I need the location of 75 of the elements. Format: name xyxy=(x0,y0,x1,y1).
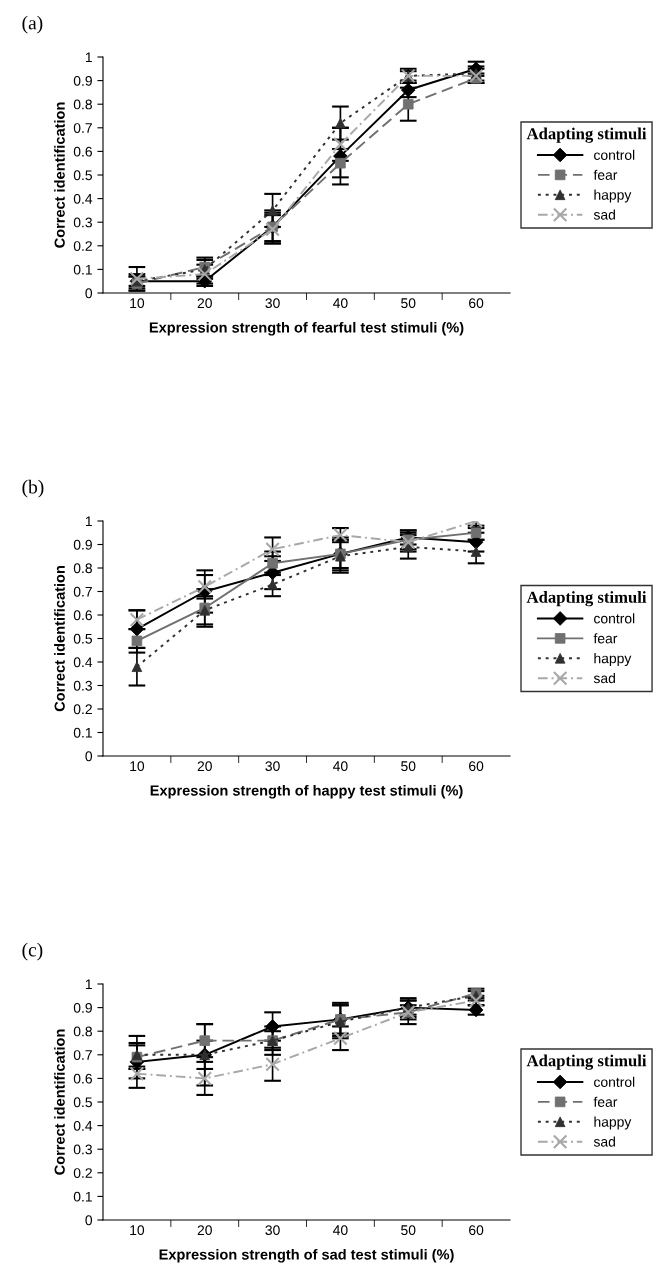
x-tick-label: 20 xyxy=(197,761,212,772)
y-tick-label: 0.8 xyxy=(73,99,92,110)
legend-label: control xyxy=(594,1076,635,1087)
legend-label: fear xyxy=(593,1096,618,1107)
y-axis-title: Correct identification xyxy=(54,566,65,712)
chart-title: (b) xyxy=(22,479,44,498)
y-tick-label: 1 xyxy=(85,979,92,990)
legend-title: Adapting stimuli xyxy=(526,1054,647,1070)
legend-label: happy xyxy=(594,189,632,203)
y-tick-label: 0.6 xyxy=(73,1073,92,1084)
y-tick-label: 0.9 xyxy=(73,539,92,550)
legend-title: Adapting stimuli xyxy=(526,127,647,143)
legend-label: fear xyxy=(593,633,618,644)
x-tick-label: 20 xyxy=(197,1225,212,1236)
y-tick-label: 0.5 xyxy=(73,1097,92,1108)
y-tick-label: 0.1 xyxy=(73,1191,92,1202)
x-tick-label: 30 xyxy=(265,298,280,309)
y-tick-label: 0.7 xyxy=(73,1050,92,1060)
x-tick-label: 60 xyxy=(469,1225,484,1236)
x-tick-label: 20 xyxy=(197,298,212,309)
legend-label: sad xyxy=(593,209,615,220)
legend-label: happy xyxy=(594,653,632,667)
x-tick-label: 50 xyxy=(401,1225,416,1236)
chart-title: (a) xyxy=(22,15,43,34)
x-tick-label: 10 xyxy=(130,1225,145,1236)
y-tick-label: 0.7 xyxy=(73,123,92,133)
y-tick-label: 0 xyxy=(85,1215,93,1226)
x-tick-label: 60 xyxy=(469,761,484,772)
y-tick-label: 0.2 xyxy=(73,704,92,715)
x-tick-label: 50 xyxy=(401,761,416,772)
y-tick-label: 0.4 xyxy=(73,193,93,204)
y-tick-label: 0.9 xyxy=(73,75,92,86)
y-tick-label: 0.8 xyxy=(73,563,92,574)
x-tick-label: 50 xyxy=(401,298,416,309)
legend-label: fear xyxy=(593,169,618,180)
y-tick-label: 0.2 xyxy=(73,1168,92,1178)
y-tick-label: 0.3 xyxy=(73,1144,92,1155)
x-axis-title: Expression strength of happy test stimuli (%) xyxy=(150,784,463,799)
y-tick-label: 0.3 xyxy=(73,217,92,228)
x-tick-label: 10 xyxy=(130,298,145,309)
y-tick-label: 0 xyxy=(85,751,93,762)
y-tick-label: 1 xyxy=(85,516,92,527)
legend-label: sad xyxy=(593,1136,615,1147)
legend-title: Adapting stimuli xyxy=(526,591,647,607)
y-tick-label: 0.5 xyxy=(73,170,92,181)
x-tick-label: 10 xyxy=(130,761,145,772)
x-axis-title: Expression strength of sad test stimuli (%) xyxy=(159,1248,454,1263)
y-tick-label: 0 xyxy=(85,288,93,299)
y-tick-label: 0.4 xyxy=(73,1120,93,1131)
y-tick-label: 0.6 xyxy=(73,146,92,157)
legend-label: control xyxy=(594,149,635,160)
y-tick-label: 1 xyxy=(85,52,92,63)
x-tick-label: 30 xyxy=(265,1225,280,1236)
y-tick-label: 0.4 xyxy=(73,657,93,668)
y-tick-label: 0.2 xyxy=(73,241,92,251)
x-tick-label: 40 xyxy=(333,761,348,772)
y-tick-label: 0.6 xyxy=(73,610,92,621)
y-tick-label: 0.1 xyxy=(73,727,92,738)
y-tick-label: 0.9 xyxy=(73,1002,92,1013)
y-tick-label: 0.1 xyxy=(73,264,92,275)
x-tick-label: 30 xyxy=(265,761,280,772)
y-tick-label: 0.7 xyxy=(73,586,92,597)
x-tick-label: 40 xyxy=(333,298,348,309)
chart-title: (c) xyxy=(22,942,43,961)
y-tick-label: 0.3 xyxy=(73,680,92,691)
legend-label: sad xyxy=(593,672,615,684)
y-tick-label: 0.8 xyxy=(73,1026,92,1037)
x-tick-label: 40 xyxy=(333,1225,348,1236)
y-tick-label: 0.5 xyxy=(73,633,92,644)
y-axis-title: Correct identification xyxy=(54,102,65,248)
legend-label: control xyxy=(594,613,635,624)
legend-label: happy xyxy=(594,1116,632,1130)
y-axis-title: Correct identification xyxy=(54,1029,65,1175)
x-tick-label: 60 xyxy=(469,298,484,309)
x-axis-title: Expression strength of fearful test stimuli (%) xyxy=(149,321,464,336)
